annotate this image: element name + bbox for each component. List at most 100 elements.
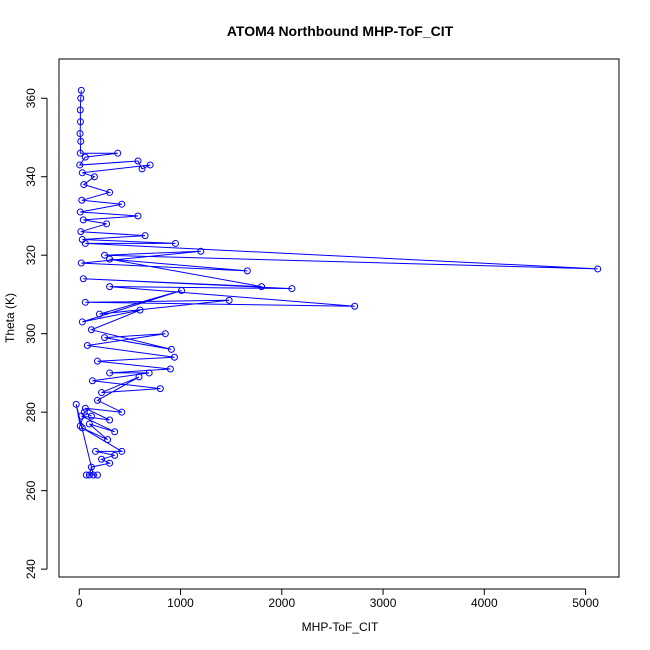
x-tick-label: 1000	[167, 596, 194, 610]
data-point	[85, 471, 93, 479]
data-point	[79, 275, 87, 283]
data-point	[77, 228, 85, 236]
data-point	[594, 265, 602, 273]
data-point	[170, 353, 178, 361]
data-point	[156, 385, 164, 393]
data-point	[87, 326, 95, 334]
data-point	[77, 86, 85, 94]
data-point	[243, 267, 251, 275]
data-point	[118, 200, 126, 208]
data-point	[145, 369, 153, 377]
series-line	[75, 90, 598, 476]
data-point	[96, 310, 104, 318]
data-point	[87, 412, 95, 420]
data-point	[134, 212, 142, 220]
x-tick-label: 3000	[370, 596, 397, 610]
y-tick-label: 340	[24, 166, 38, 186]
x-tick-label: 4000	[471, 596, 498, 610]
data-point	[114, 149, 122, 157]
data-point	[80, 408, 88, 416]
x-axis-label: MHP-ToF_CIT	[302, 620, 379, 634]
data-point	[88, 377, 96, 385]
data-point	[106, 416, 114, 424]
data-point	[136, 306, 144, 314]
y-tick-label: 320	[24, 245, 38, 265]
y-tick-label: 280	[24, 402, 38, 422]
data-point	[134, 157, 142, 165]
data-point	[178, 287, 186, 295]
data-point	[79, 216, 87, 224]
data-point	[87, 463, 95, 471]
x-tick-label: 0	[76, 596, 83, 610]
data-point	[288, 285, 296, 293]
series-layer	[72, 86, 602, 479]
data-point	[77, 137, 85, 145]
data-point	[106, 459, 114, 467]
data-point	[146, 161, 154, 169]
data-point	[171, 239, 179, 247]
y-tick-label: 240	[24, 559, 38, 579]
data-point	[81, 298, 89, 306]
x-tick-label: 5000	[572, 596, 599, 610]
data-point	[77, 259, 85, 267]
data-point	[106, 188, 114, 196]
y-axis: 240 260 280 300 320 340 360	[24, 88, 48, 579]
data-point	[80, 181, 88, 189]
data-point	[98, 389, 106, 397]
x-tick-label: 2000	[268, 596, 295, 610]
data-point	[76, 130, 84, 138]
data-point	[104, 436, 112, 444]
y-tick-label: 260	[24, 480, 38, 500]
data-point	[101, 334, 109, 342]
data-point	[106, 255, 114, 263]
data-point	[76, 118, 84, 126]
data-point	[93, 471, 101, 479]
data-point	[78, 424, 86, 432]
data-point	[78, 169, 86, 177]
data-point	[93, 357, 101, 365]
data-point	[89, 471, 97, 479]
data-point	[90, 173, 98, 181]
data-point	[166, 365, 174, 373]
data-point	[83, 341, 91, 349]
data-point	[81, 153, 89, 161]
data-point	[225, 296, 233, 304]
data-point	[101, 251, 109, 259]
data-point	[135, 373, 143, 381]
data-point	[85, 420, 93, 428]
data-point	[76, 149, 84, 157]
data-point	[76, 208, 84, 216]
data-point	[81, 239, 89, 247]
data-point	[138, 165, 146, 173]
data-point	[98, 455, 106, 463]
y-axis-label: Theta (K)	[3, 293, 17, 343]
plot-frame	[58, 58, 620, 578]
data-point	[103, 220, 111, 228]
data-point	[118, 447, 126, 455]
x-axis: 0 1000 2000 3000 4000 5000	[76, 588, 599, 610]
y-tick-label: 360	[24, 88, 38, 108]
data-point	[141, 232, 149, 240]
data-point	[77, 94, 85, 102]
data-point	[106, 283, 114, 291]
data-point	[161, 330, 169, 338]
data-point	[82, 471, 90, 479]
data-point	[106, 369, 114, 377]
data-point	[76, 106, 84, 114]
data-point	[78, 318, 86, 326]
data-point	[197, 247, 205, 255]
data-point	[81, 404, 89, 412]
data-point	[93, 396, 101, 404]
data-point	[167, 345, 175, 353]
data-point	[76, 161, 84, 169]
data-point	[111, 451, 119, 459]
y-tick-label: 300	[24, 323, 38, 343]
data-point	[78, 196, 86, 204]
data-point	[72, 400, 80, 408]
data-point	[76, 422, 84, 430]
data-point	[91, 447, 99, 455]
data-point	[258, 283, 266, 291]
data-point	[351, 302, 359, 310]
